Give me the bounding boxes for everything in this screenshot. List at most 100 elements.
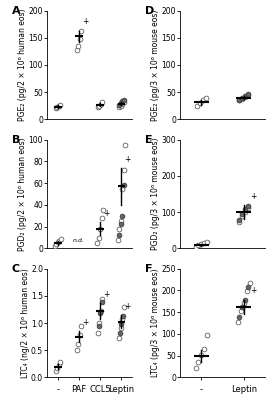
Point (237, 97, 242, 103)
Point (97, 320, 102, 326)
Point (239, 308, 243, 314)
Point (119, 218, 123, 225)
Point (204, 94, 208, 101)
Point (57, 237, 61, 244)
Point (237, 219, 242, 225)
Point (53, 368, 58, 374)
Point (198, 100, 202, 106)
Point (99, 308, 103, 314)
Point (75, 347, 79, 353)
Point (240, 94, 245, 101)
Point (123, 142, 127, 148)
Point (248, 279, 252, 286)
Point (76, 43, 81, 49)
Point (53, 243, 57, 249)
Point (121, 97, 126, 103)
Point (120, 101, 124, 107)
Point (75, 47, 79, 53)
Point (121, 182, 126, 188)
Point (246, 203, 251, 209)
Point (97, 103, 102, 109)
Point (98, 226, 102, 232)
Point (237, 97, 242, 103)
Y-axis label: PGD₂ (pg/2 × 10⁶ human eos): PGD₂ (pg/2 × 10⁶ human eos) (18, 137, 27, 251)
Point (120, 185, 124, 192)
Text: A: A (12, 6, 20, 16)
Point (237, 217, 242, 223)
Y-axis label: PGD₂ (pg/3 × 10⁶ mouse eos): PGD₂ (pg/3 × 10⁶ mouse eos) (151, 138, 160, 250)
Point (58, 101, 62, 108)
Point (118, 330, 122, 336)
Text: +: + (103, 290, 110, 299)
Point (195, 103, 199, 109)
Point (236, 318, 240, 325)
Point (97, 234, 101, 241)
Point (101, 207, 105, 213)
Point (117, 335, 121, 342)
Text: E: E (145, 135, 152, 145)
Point (243, 297, 248, 303)
Point (240, 213, 245, 220)
Point (78, 332, 82, 338)
Text: D: D (145, 6, 154, 16)
Point (97, 322, 101, 329)
Point (243, 206, 248, 213)
Point (199, 241, 204, 247)
Point (56, 103, 61, 109)
Point (201, 97, 205, 103)
Point (199, 352, 204, 358)
Point (116, 237, 120, 243)
Point (56, 362, 61, 369)
Point (246, 284, 251, 290)
Point (246, 92, 251, 98)
Point (243, 93, 248, 99)
Point (196, 242, 201, 249)
Text: +: + (250, 286, 256, 295)
Text: n.d.: n.d. (73, 238, 85, 243)
Point (119, 325, 123, 332)
Point (100, 215, 104, 221)
Point (205, 239, 209, 245)
Point (202, 346, 207, 352)
Point (121, 167, 126, 173)
Point (55, 365, 59, 371)
Point (96, 330, 100, 336)
Point (78, 36, 82, 42)
Point (96, 104, 100, 111)
Point (120, 316, 124, 322)
Point (117, 226, 121, 232)
Point (243, 209, 248, 215)
Point (246, 205, 251, 211)
Point (99, 101, 103, 107)
Text: +: + (125, 154, 131, 164)
Point (55, 104, 59, 111)
Point (119, 103, 123, 109)
Point (196, 359, 201, 365)
Y-axis label: PGE₂ (pg/2 × 10⁶ human eos): PGE₂ (pg/2 × 10⁶ human eos) (18, 9, 27, 121)
Point (240, 95, 245, 102)
Point (193, 365, 198, 371)
Point (246, 91, 251, 97)
Point (193, 243, 198, 250)
Point (76, 340, 81, 347)
Point (100, 299, 104, 306)
Point (121, 304, 126, 310)
Point (117, 102, 121, 108)
Point (98, 310, 102, 316)
Text: B: B (12, 135, 20, 145)
Point (121, 313, 125, 320)
Point (53, 105, 58, 112)
Point (205, 332, 209, 338)
Point (100, 296, 105, 302)
Point (95, 240, 99, 246)
Point (120, 213, 124, 219)
Point (119, 321, 123, 327)
Point (120, 98, 124, 105)
Point (119, 221, 123, 228)
Text: +: + (103, 209, 110, 218)
Point (100, 99, 105, 105)
Point (243, 93, 248, 100)
Text: +: + (250, 192, 256, 200)
Text: +: + (125, 302, 131, 311)
Point (119, 100, 123, 106)
